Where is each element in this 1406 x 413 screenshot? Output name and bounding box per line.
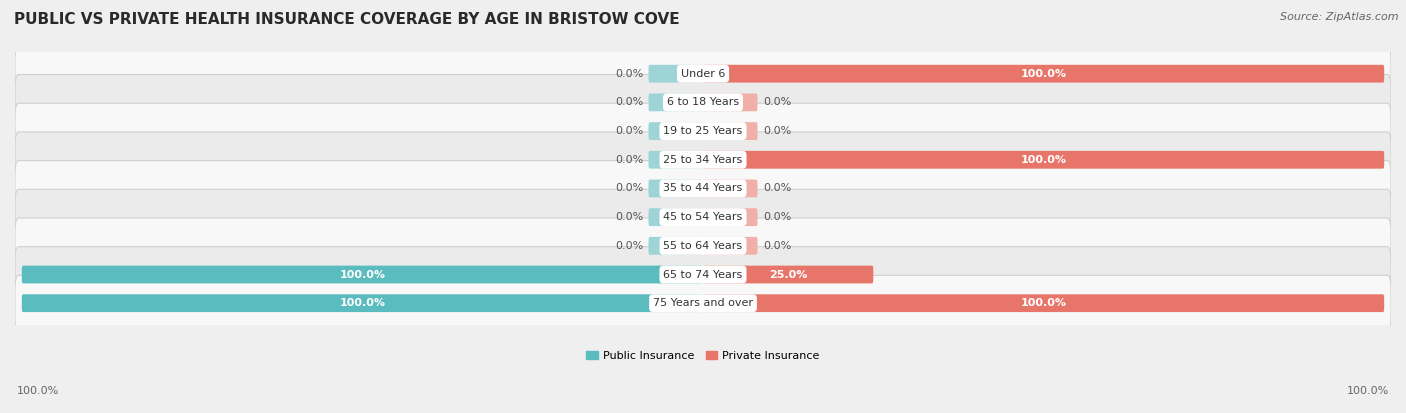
Text: Under 6: Under 6 xyxy=(681,69,725,79)
Text: 0.0%: 0.0% xyxy=(614,241,643,251)
Text: 0.0%: 0.0% xyxy=(614,97,643,107)
FancyBboxPatch shape xyxy=(15,247,1391,302)
FancyBboxPatch shape xyxy=(648,93,703,111)
FancyBboxPatch shape xyxy=(703,151,1384,169)
Text: 0.0%: 0.0% xyxy=(763,183,792,193)
Text: 100.0%: 100.0% xyxy=(1021,155,1067,165)
Text: 65 to 74 Years: 65 to 74 Years xyxy=(664,270,742,280)
FancyBboxPatch shape xyxy=(703,237,758,255)
Text: 100.0%: 100.0% xyxy=(1347,387,1389,396)
Text: 0.0%: 0.0% xyxy=(763,241,792,251)
FancyBboxPatch shape xyxy=(15,275,1391,331)
Text: 0.0%: 0.0% xyxy=(763,126,792,136)
Legend: Public Insurance, Private Insurance: Public Insurance, Private Insurance xyxy=(582,347,824,366)
Text: 75 Years and over: 75 Years and over xyxy=(652,298,754,308)
FancyBboxPatch shape xyxy=(648,237,703,255)
Text: 25.0%: 25.0% xyxy=(769,270,807,280)
FancyBboxPatch shape xyxy=(703,294,1384,312)
FancyBboxPatch shape xyxy=(703,208,758,226)
Text: Source: ZipAtlas.com: Source: ZipAtlas.com xyxy=(1281,12,1399,22)
Text: PUBLIC VS PRIVATE HEALTH INSURANCE COVERAGE BY AGE IN BRISTOW COVE: PUBLIC VS PRIVATE HEALTH INSURANCE COVER… xyxy=(14,12,679,27)
Text: 0.0%: 0.0% xyxy=(614,69,643,79)
Text: 25 to 34 Years: 25 to 34 Years xyxy=(664,155,742,165)
Text: 100.0%: 100.0% xyxy=(1021,69,1067,79)
FancyBboxPatch shape xyxy=(648,151,703,169)
Text: 100.0%: 100.0% xyxy=(17,387,59,396)
Text: 100.0%: 100.0% xyxy=(339,298,385,308)
Text: 35 to 44 Years: 35 to 44 Years xyxy=(664,183,742,193)
FancyBboxPatch shape xyxy=(15,75,1391,130)
Text: 100.0%: 100.0% xyxy=(339,270,385,280)
Text: 100.0%: 100.0% xyxy=(1021,298,1067,308)
Text: 6 to 18 Years: 6 to 18 Years xyxy=(666,97,740,107)
FancyBboxPatch shape xyxy=(15,46,1391,102)
FancyBboxPatch shape xyxy=(15,189,1391,245)
FancyBboxPatch shape xyxy=(15,132,1391,188)
FancyBboxPatch shape xyxy=(648,180,703,197)
Text: 0.0%: 0.0% xyxy=(614,212,643,222)
FancyBboxPatch shape xyxy=(703,122,758,140)
Text: 0.0%: 0.0% xyxy=(763,97,792,107)
FancyBboxPatch shape xyxy=(648,208,703,226)
FancyBboxPatch shape xyxy=(703,65,1384,83)
Text: 0.0%: 0.0% xyxy=(614,155,643,165)
FancyBboxPatch shape xyxy=(15,161,1391,216)
Text: 45 to 54 Years: 45 to 54 Years xyxy=(664,212,742,222)
FancyBboxPatch shape xyxy=(22,294,703,312)
Text: 19 to 25 Years: 19 to 25 Years xyxy=(664,126,742,136)
FancyBboxPatch shape xyxy=(15,103,1391,159)
FancyBboxPatch shape xyxy=(15,218,1391,274)
Text: 0.0%: 0.0% xyxy=(614,126,643,136)
Text: 0.0%: 0.0% xyxy=(763,212,792,222)
FancyBboxPatch shape xyxy=(703,93,758,111)
FancyBboxPatch shape xyxy=(703,180,758,197)
FancyBboxPatch shape xyxy=(648,122,703,140)
FancyBboxPatch shape xyxy=(703,266,873,283)
FancyBboxPatch shape xyxy=(648,65,703,83)
Text: 55 to 64 Years: 55 to 64 Years xyxy=(664,241,742,251)
FancyBboxPatch shape xyxy=(22,266,703,283)
Text: 0.0%: 0.0% xyxy=(614,183,643,193)
